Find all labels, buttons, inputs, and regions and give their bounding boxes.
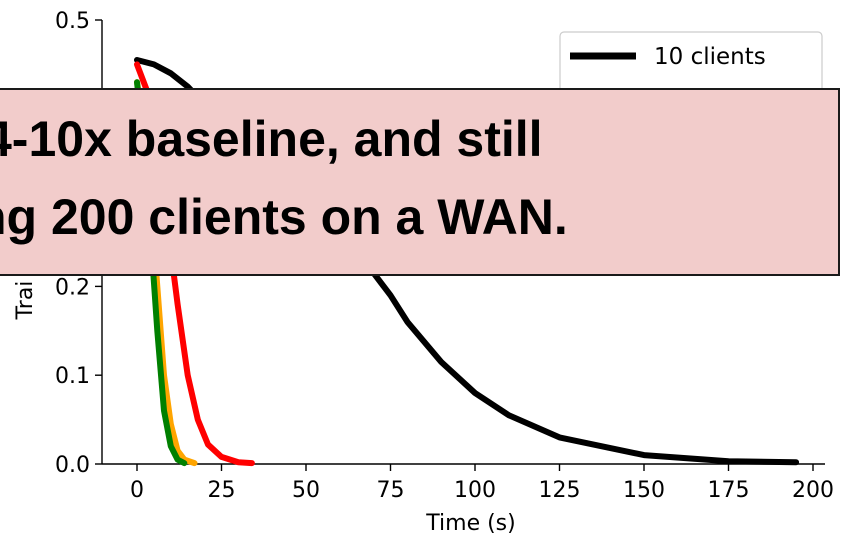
legend-label-10-clients: 10 clients bbox=[654, 44, 766, 70]
x-tick-label-150: 150 bbox=[623, 478, 665, 503]
y-tick-label-0.5: 0.5 bbox=[55, 9, 90, 34]
axes: 0 25 50 75 100 125 150 175 200 0.0 0.1 0.2 0.5 bbox=[55, 9, 834, 503]
legend: 10 clients bbox=[559, 31, 823, 93]
y-tick-label-0.2: 0.2 bbox=[55, 275, 90, 300]
callout-banner: 4-10x baseline, and still ng 200 clients… bbox=[0, 88, 840, 276]
x-tick-label-50: 50 bbox=[292, 478, 320, 503]
callout-line-2: ng 200 clients on a WAN. bbox=[0, 189, 568, 245]
y-tick-label-0.1: 0.1 bbox=[55, 364, 90, 389]
x-tick-label-25: 25 bbox=[208, 478, 236, 503]
x-tick-label-200: 200 bbox=[792, 478, 834, 503]
x-tick-label-125: 125 bbox=[539, 478, 581, 503]
y-tick-label-0: 0.0 bbox=[55, 453, 90, 478]
callout-line-1: 4-10x baseline, and still bbox=[0, 111, 543, 167]
x-tick-label-75: 75 bbox=[377, 478, 405, 503]
x-tick-label-175: 175 bbox=[708, 478, 750, 503]
x-axis-label: Time (s) bbox=[425, 511, 515, 536]
x-tick-label-100: 100 bbox=[454, 478, 496, 503]
x-tick-label-0: 0 bbox=[130, 478, 144, 503]
y-axis-label: Trai bbox=[13, 281, 38, 321]
